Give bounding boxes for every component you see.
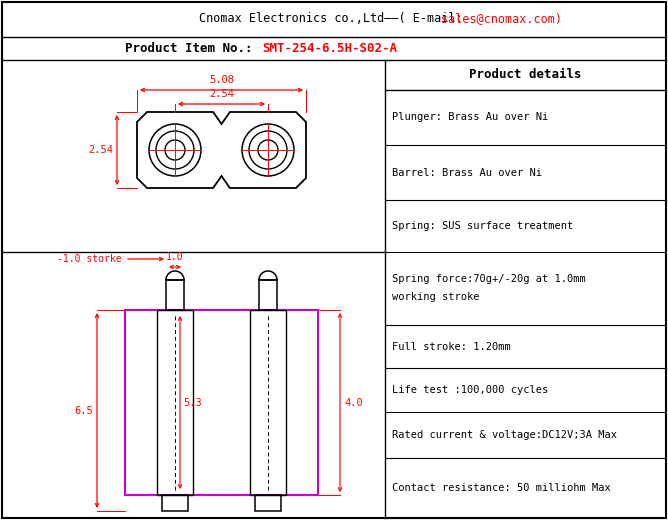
Text: Product Item No.:: Product Item No.:: [125, 43, 260, 56]
Bar: [250, 310, 286, 495]
Bar: [125, 310, 318, 495]
Bar: [157, 310, 193, 495]
Text: 4.0: 4.0: [344, 397, 363, 408]
Text: Spring: SUS surface treatment: Spring: SUS surface treatment: [392, 221, 573, 231]
Bar: [166, 280, 184, 310]
Bar: [259, 280, 277, 310]
Bar: [162, 495, 188, 511]
Text: sales@cnomax.com): sales@cnomax.com): [106, 12, 562, 25]
Text: SMT-254-6.5H-S02-A: SMT-254-6.5H-S02-A: [262, 43, 397, 56]
Text: Product details: Product details: [469, 69, 581, 82]
Text: Cnomax Electronics co.,Ltd——( E-mail:: Cnomax Electronics co.,Ltd——( E-mail:: [198, 12, 470, 25]
Text: Rated current & voltage:DC12V;3A Max: Rated current & voltage:DC12V;3A Max: [392, 430, 617, 440]
Text: Life test :100,000 cycles: Life test :100,000 cycles: [392, 385, 548, 395]
Text: 5.3: 5.3: [183, 397, 202, 408]
Text: 2.54: 2.54: [209, 89, 234, 99]
Text: Full stroke: 1.20mm: Full stroke: 1.20mm: [392, 342, 511, 352]
Text: 6.5: 6.5: [74, 406, 93, 415]
Text: -1.0 storke: -1.0 storke: [57, 254, 122, 264]
Bar: [255, 495, 281, 511]
Text: Plunger: Brass Au over Ni: Plunger: Brass Au over Ni: [392, 112, 548, 123]
Text: Barrel: Brass Au over Ni: Barrel: Brass Au over Ni: [392, 167, 542, 177]
Text: Contact resistance: 50 milliohm Max: Contact resistance: 50 milliohm Max: [392, 483, 611, 493]
Text: 5.08: 5.08: [209, 75, 234, 85]
Text: 2.54: 2.54: [88, 145, 113, 155]
Text: 1.0: 1.0: [166, 252, 184, 262]
Text: working stroke: working stroke: [392, 292, 480, 303]
Text: Spring force:70g+/-20g at 1.0mm: Spring force:70g+/-20g at 1.0mm: [392, 275, 586, 284]
